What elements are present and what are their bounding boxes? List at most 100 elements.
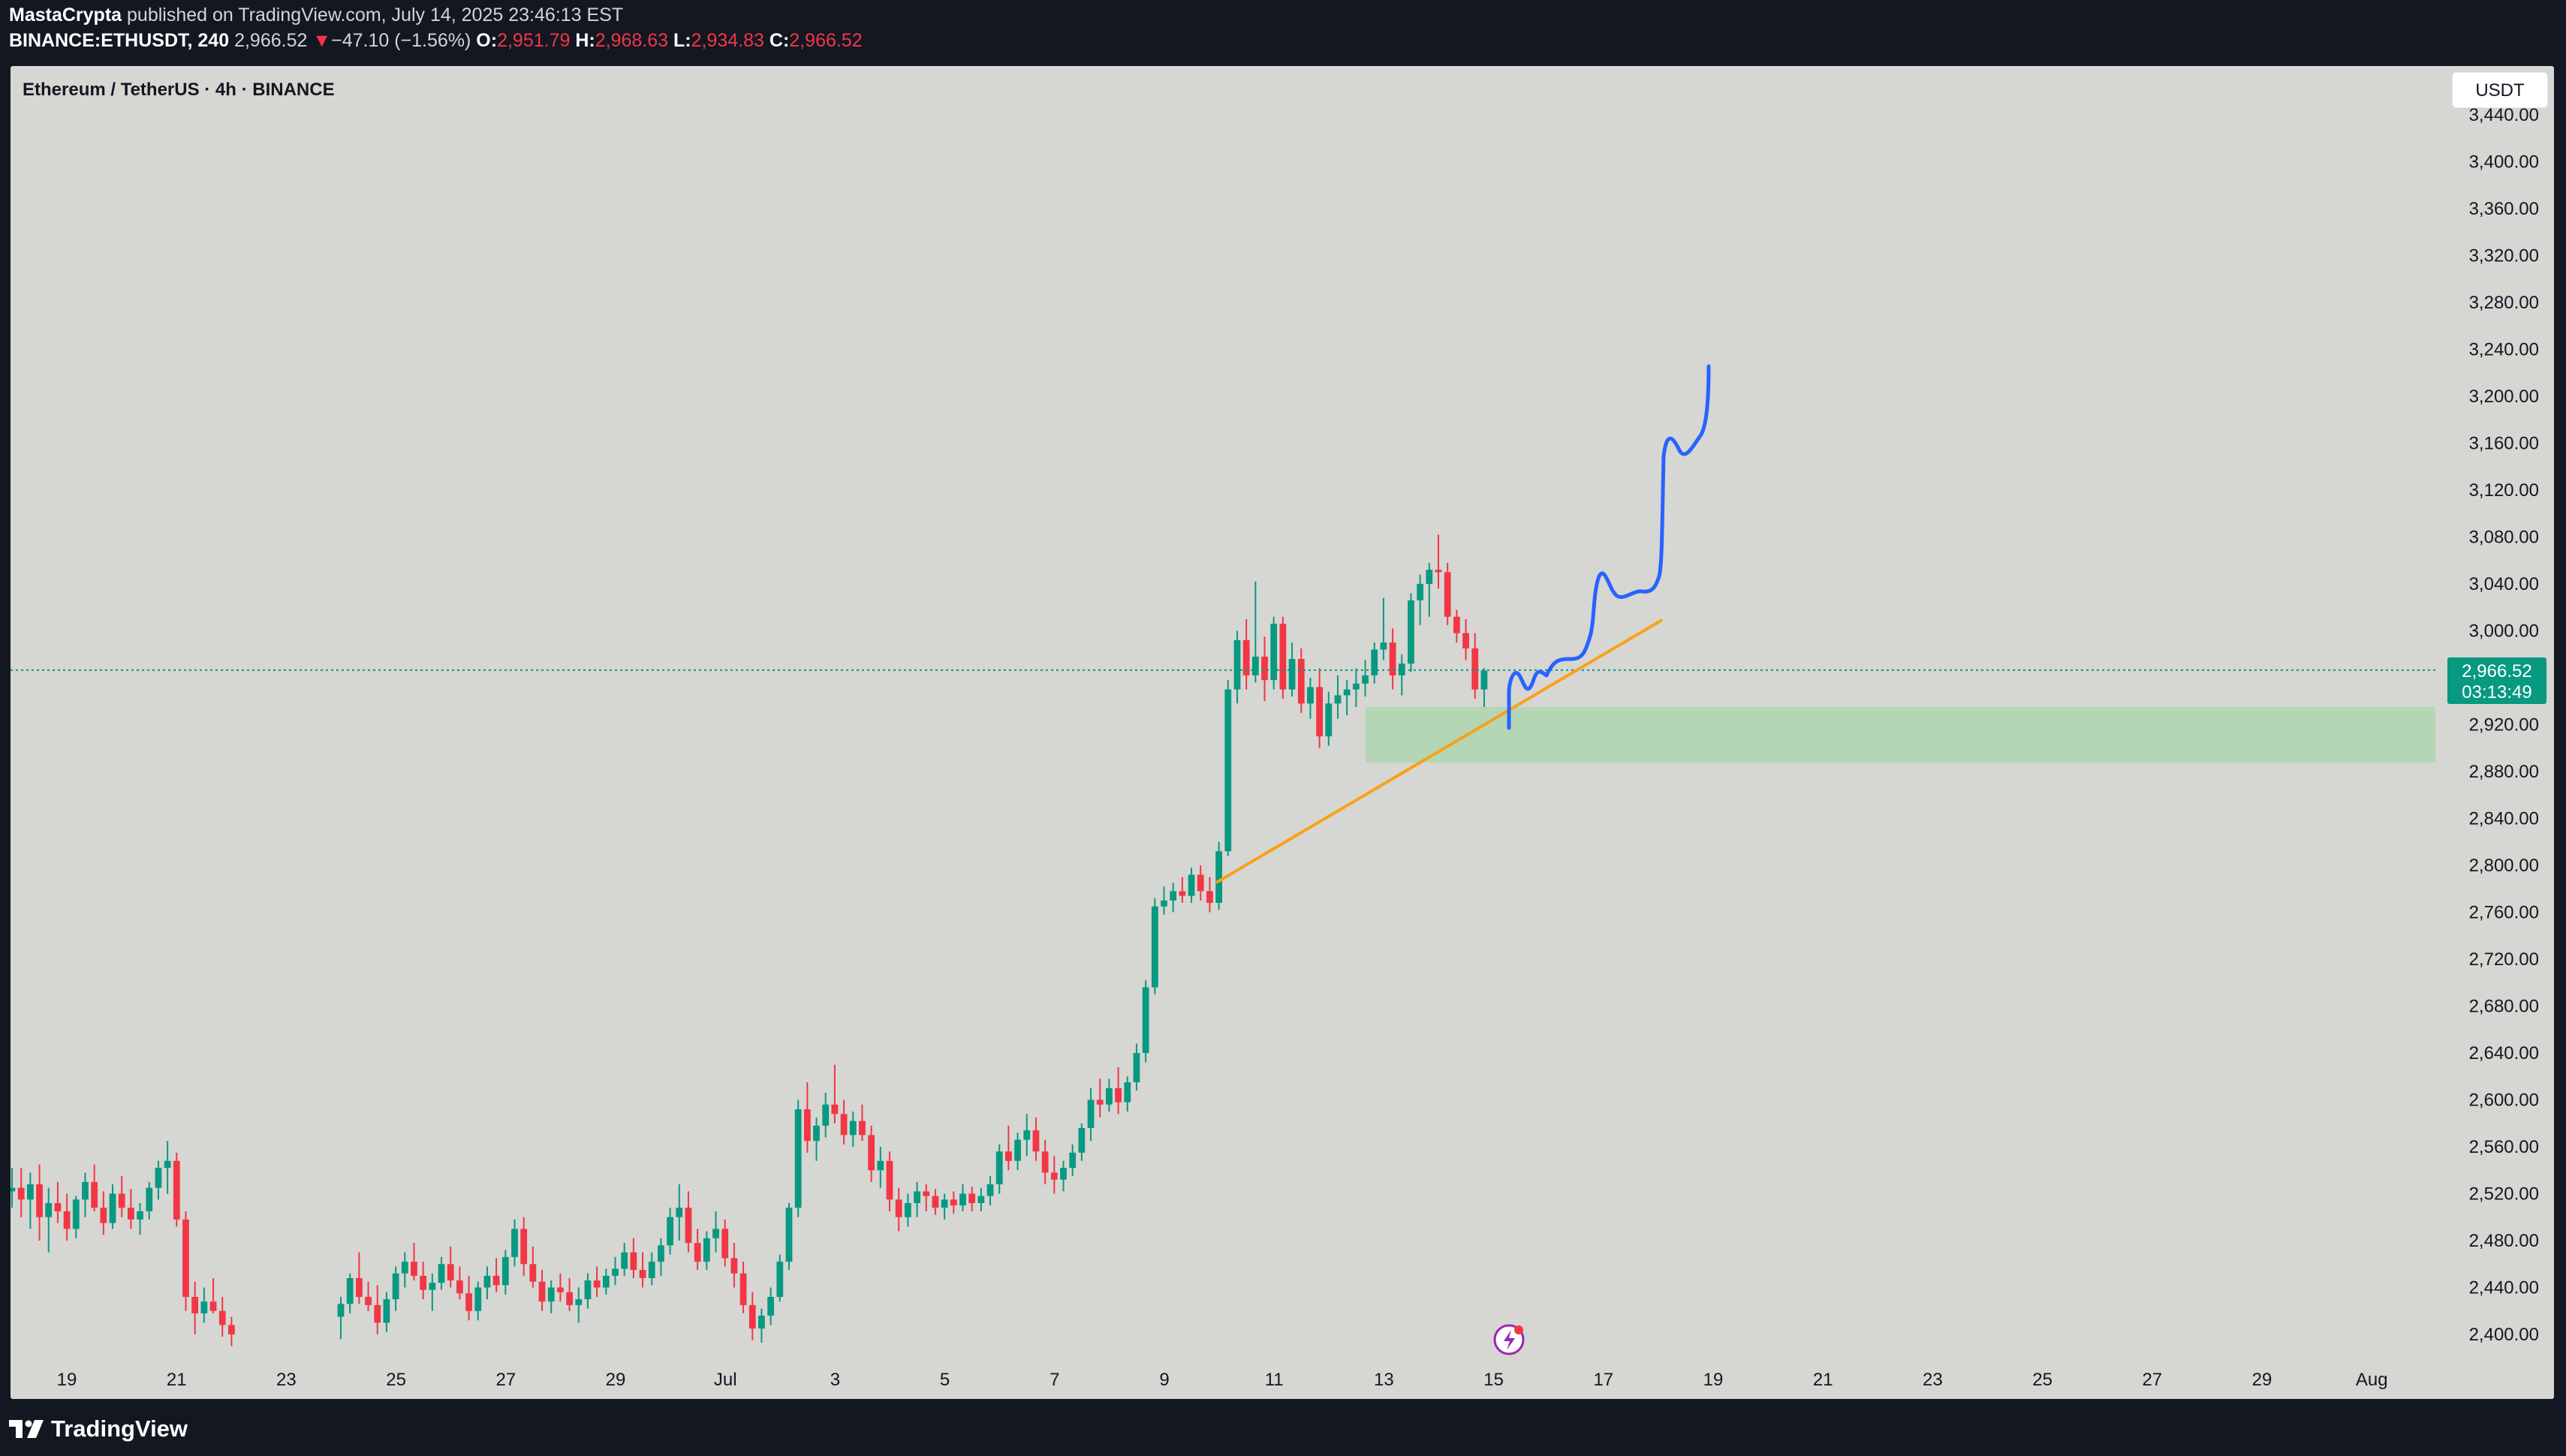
lightning-icon[interactable] — [1493, 1324, 1525, 1355]
candle-body — [45, 1203, 53, 1217]
candle — [1014, 1133, 1021, 1171]
candle-body — [228, 1325, 235, 1334]
ohlc-line: BINANCE:ETHUSDT, 240 2,966.52 ▼−47.10 (−… — [9, 30, 863, 52]
brand-name: TradingView — [51, 1415, 188, 1442]
candle — [868, 1125, 875, 1182]
price-axis-label: 2,520.00 — [2469, 1184, 2539, 1205]
price-axis-label: 2,880.00 — [2469, 762, 2539, 782]
candle — [1050, 1156, 1058, 1194]
candle — [1334, 675, 1342, 719]
candle — [45, 1187, 53, 1253]
candle-body — [1023, 1130, 1031, 1140]
candle — [730, 1243, 738, 1288]
high-value: 2,968.63 — [595, 30, 669, 51]
candle — [703, 1231, 710, 1271]
candle — [1170, 883, 1177, 913]
candle — [146, 1181, 153, 1220]
candle-body — [72, 1199, 80, 1229]
candle — [667, 1208, 673, 1255]
candle — [1251, 581, 1259, 683]
price-axis-label: 2,440.00 — [2469, 1278, 2539, 1298]
candle-body — [63, 1211, 71, 1229]
time-axis-label: Jul — [714, 1370, 737, 1390]
time-axis-label: 3 — [830, 1370, 840, 1390]
candle-body — [685, 1208, 692, 1244]
candle-body — [658, 1245, 664, 1262]
price-axis-label: 3,280.00 — [2469, 293, 2539, 313]
price-axis-label: 3,040.00 — [2469, 574, 2539, 594]
price-axis-label: 3,200.00 — [2469, 387, 2539, 407]
candle-body — [1060, 1168, 1067, 1180]
time-axis-label: 15 — [1483, 1370, 1504, 1390]
candle-body — [566, 1292, 573, 1305]
candle — [173, 1152, 180, 1227]
candle-body — [218, 1310, 226, 1325]
candle-body — [959, 1193, 966, 1206]
price-chart[interactable]: 2,400.00 2,440.00 2,480.00 2,520.00 2,560.00… — [11, 66, 2554, 1399]
candle — [365, 1281, 372, 1311]
candle-body — [1288, 659, 1296, 690]
candle — [849, 1112, 857, 1147]
price-axis-label: 2,480.00 — [2469, 1231, 2539, 1251]
currency-button[interactable]: USDT — [2451, 71, 2549, 109]
candle-body — [977, 1196, 985, 1203]
candle-body — [492, 1275, 500, 1286]
candle — [1069, 1144, 1077, 1177]
candle — [63, 1193, 71, 1241]
candle-body — [456, 1280, 463, 1294]
candle-body — [932, 1196, 939, 1208]
candle-body — [538, 1281, 546, 1302]
candle — [1087, 1087, 1095, 1142]
candle — [932, 1189, 939, 1215]
candle-body — [904, 1203, 911, 1217]
price-axis-label: 3,320.00 — [2469, 246, 2539, 266]
candle — [566, 1278, 573, 1311]
candle-body — [739, 1273, 747, 1305]
candle — [1352, 668, 1360, 708]
candles-layer — [11, 534, 1488, 1346]
candle — [538, 1270, 546, 1311]
time-axis-label: 9 — [1159, 1370, 1169, 1390]
candle-body — [1170, 891, 1177, 901]
candle-body — [1444, 572, 1451, 617]
candle-body — [758, 1316, 765, 1329]
time-axis-label: 25 — [386, 1370, 406, 1390]
candle — [218, 1297, 226, 1337]
candle — [923, 1184, 930, 1211]
candle-body — [1014, 1139, 1021, 1161]
time-axis-label: 19 — [57, 1370, 77, 1390]
candle-body — [794, 1109, 802, 1208]
high-label: H: — [575, 30, 595, 51]
candle — [840, 1100, 848, 1145]
candle-body — [986, 1184, 994, 1196]
candle — [1206, 877, 1213, 913]
candle-body — [822, 1104, 830, 1126]
candle — [758, 1308, 765, 1343]
support-trendline[interactable] — [1215, 618, 1664, 884]
candle — [1316, 668, 1324, 748]
candle — [1106, 1078, 1113, 1112]
candle-body — [438, 1264, 445, 1283]
candle — [1279, 616, 1287, 699]
demand-zone[interactable] — [1366, 707, 2435, 763]
candle-body — [392, 1273, 399, 1300]
candle — [1288, 642, 1296, 696]
projection-path[interactable] — [1507, 364, 1711, 730]
time-axis-label: 13 — [1374, 1370, 1394, 1390]
candle — [447, 1246, 454, 1288]
price-axis-label: 3,240.00 — [2469, 340, 2539, 360]
time-axis[interactable]: 19 21 23 25 27 29 Jul 3 5 7 9 11 13 15 17 19 21 23 25 27 29 A… — [57, 1370, 2388, 1390]
chart-area[interactable]: 2,400.00 2,440.00 2,480.00 2,520.00 2,560.00… — [11, 66, 2554, 1399]
candle — [794, 1100, 802, 1217]
time-axis-label: 23 — [276, 1370, 297, 1390]
price-axis[interactable]: 2,400.00 2,440.00 2,480.00 2,520.00 2,560.00… — [2469, 105, 2539, 1345]
candle — [91, 1164, 98, 1211]
author-name[interactable]: MastaCrypta — [9, 5, 122, 26]
candle — [621, 1243, 628, 1276]
candle-body — [191, 1297, 199, 1313]
candle-body — [575, 1299, 583, 1305]
candle — [1261, 636, 1268, 702]
candle-body — [127, 1208, 134, 1220]
brand[interactable]: TradingView — [9, 1415, 188, 1442]
candle — [1124, 1076, 1131, 1112]
